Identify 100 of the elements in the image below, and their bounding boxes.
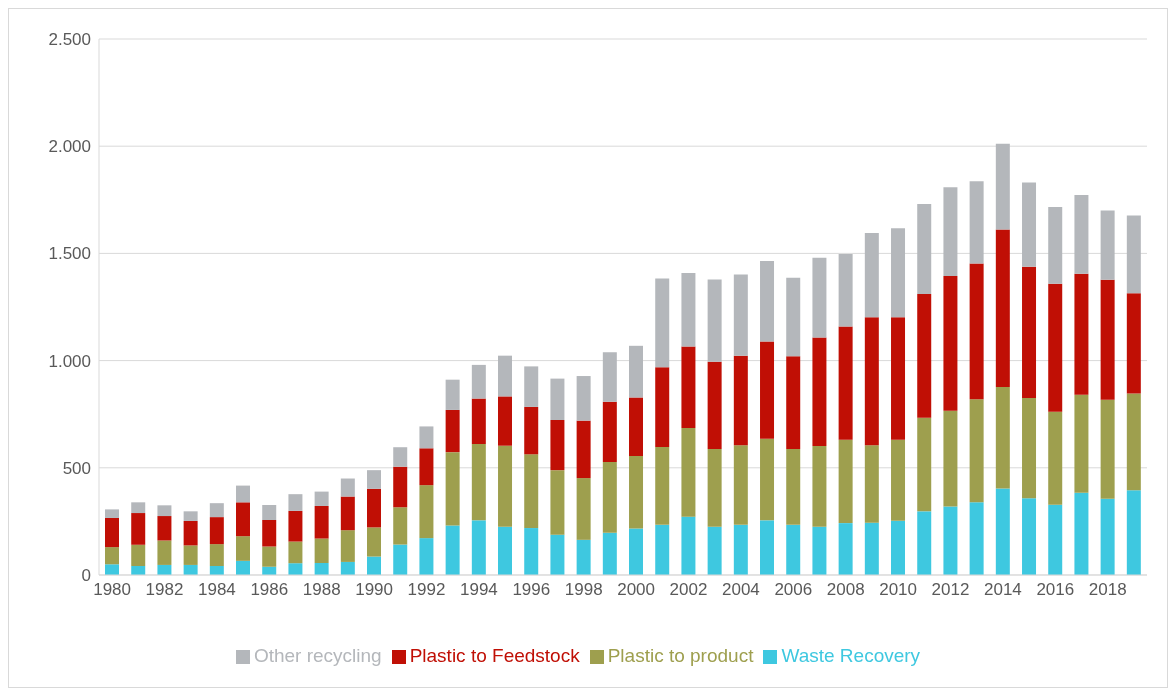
bar <box>864 233 879 318</box>
bar <box>733 524 748 575</box>
bar <box>1074 394 1089 493</box>
x-tick-label: 2008 <box>826 580 865 600</box>
bar <box>629 528 644 575</box>
bar <box>1048 283 1063 412</box>
legend-label: Plastic to product <box>607 645 754 666</box>
x-tick-label: 2010 <box>879 580 918 600</box>
x-tick-label: 1982 <box>145 580 184 600</box>
bar <box>760 438 775 521</box>
bar <box>655 278 670 368</box>
y-tick-label: 1.500 <box>48 244 91 264</box>
x-tick-label: 1980 <box>93 580 132 600</box>
bar <box>209 544 224 566</box>
bar <box>707 279 722 362</box>
bar <box>760 341 775 439</box>
x-tick-label: 2016 <box>1036 580 1075 600</box>
bar <box>367 527 382 557</box>
bar <box>969 181 984 264</box>
bar <box>786 356 801 449</box>
bar <box>393 466 408 508</box>
bar <box>838 326 853 440</box>
bar <box>498 396 513 446</box>
bar <box>917 511 932 575</box>
bar <box>131 513 146 545</box>
bar <box>550 534 565 575</box>
bar <box>602 352 617 402</box>
x-tick-label: 1986 <box>250 580 289 600</box>
bar <box>969 502 984 575</box>
bar <box>1074 273 1089 395</box>
bar <box>157 540 172 565</box>
bar <box>1100 210 1115 280</box>
bar <box>786 448 801 525</box>
bar <box>314 491 329 506</box>
bar <box>262 546 277 567</box>
bar <box>917 293 932 418</box>
bar <box>917 204 932 294</box>
bar <box>707 526 722 575</box>
bar <box>157 516 172 541</box>
bar <box>236 502 251 537</box>
bar <box>524 528 539 575</box>
bar <box>864 317 879 446</box>
bar <box>629 345 644 398</box>
bar <box>602 401 617 463</box>
bar <box>1048 504 1063 575</box>
legend-label: Other recycling <box>253 645 382 666</box>
bar <box>891 439 906 521</box>
x-tick-label: 2012 <box>931 580 970 600</box>
bar <box>602 462 617 533</box>
bar <box>917 417 932 512</box>
bar <box>445 525 460 575</box>
x-tick-label: 2004 <box>721 580 760 600</box>
bar <box>812 526 827 575</box>
bar <box>760 261 775 342</box>
x-tick-label: 1984 <box>197 580 236 600</box>
bar <box>655 524 670 575</box>
bar <box>733 274 748 356</box>
bar <box>838 439 853 524</box>
bar <box>1100 399 1115 499</box>
bar <box>786 277 801 357</box>
bar <box>419 538 434 575</box>
bar <box>943 506 958 575</box>
x-tick-label: 1994 <box>459 580 498 600</box>
bar <box>288 510 303 542</box>
bar <box>236 560 251 575</box>
x-tick-label: 1996 <box>512 580 551 600</box>
bar <box>340 496 355 531</box>
bar <box>105 509 120 518</box>
bar <box>891 317 906 440</box>
x-tick-label: 2018 <box>1088 580 1127 600</box>
bar <box>314 505 329 539</box>
bar <box>995 143 1010 230</box>
bar <box>471 398 486 444</box>
bar <box>236 536 251 561</box>
bar <box>1126 215 1141 294</box>
bar <box>681 427 696 517</box>
x-tick-label: 1988 <box>302 580 341 600</box>
bar <box>445 379 460 410</box>
x-tick-label: 2002 <box>669 580 708 600</box>
bar <box>367 470 382 489</box>
bar <box>393 544 408 575</box>
bar <box>943 187 958 276</box>
bar <box>209 503 224 518</box>
bar <box>209 517 224 545</box>
x-tick-label: 1990 <box>355 580 394 600</box>
bar <box>681 346 696 428</box>
bar <box>550 378 565 420</box>
x-tick-label: 2014 <box>983 580 1022 600</box>
bar <box>524 406 539 455</box>
y-tick-label: 0 <box>81 566 91 586</box>
bar <box>1074 492 1089 575</box>
bar <box>393 447 408 467</box>
bar <box>419 448 434 486</box>
bar <box>707 361 722 449</box>
bar <box>576 478 591 540</box>
bar <box>498 445 513 527</box>
x-tick-label: 2000 <box>617 580 656 600</box>
bar <box>655 447 670 525</box>
bar <box>1100 498 1115 575</box>
bar <box>1048 411 1063 505</box>
